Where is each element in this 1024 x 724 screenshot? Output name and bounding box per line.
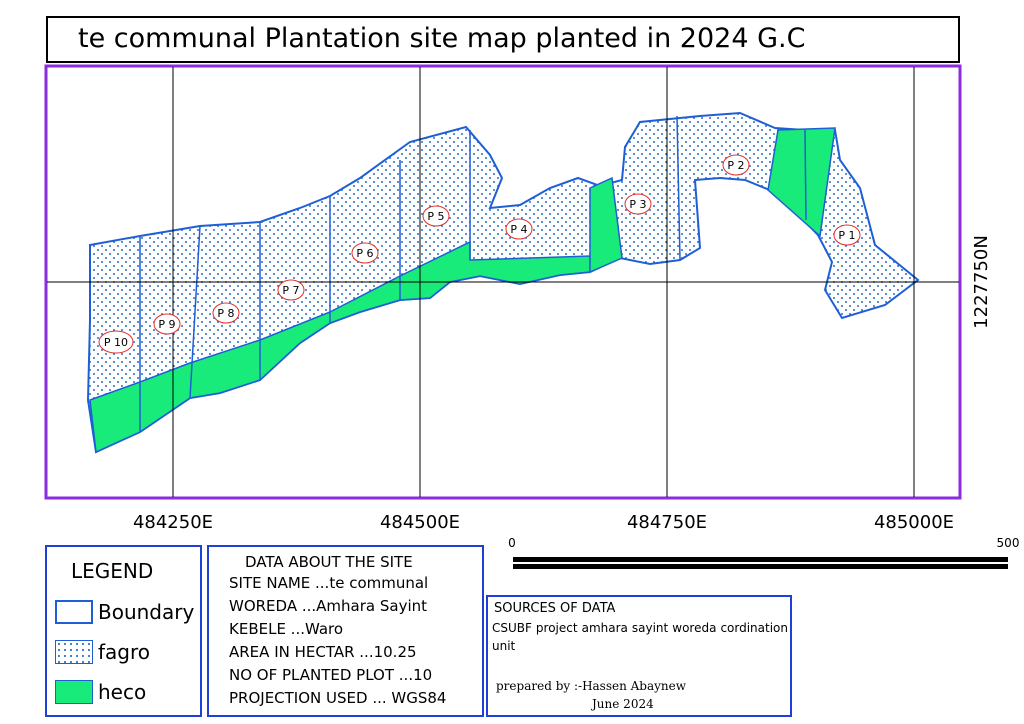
svg-text:P 9: P 9: [158, 318, 175, 331]
legend-panel: LEGEND Boundary fagro heco: [45, 545, 202, 717]
heco-strip-p3: [589, 176, 623, 274]
plot-dividers: [139, 115, 807, 432]
prepared-date: June 2024: [592, 697, 654, 711]
boundary-swatch: [55, 600, 93, 624]
heco-strip-p1p2: [767, 127, 836, 238]
svg-text:P 8: P 8: [217, 307, 234, 320]
svg-text:P 7: P 7: [282, 284, 299, 297]
plot-label-p2: P 2: [722, 154, 750, 176]
x-label-484500: 484500E: [380, 512, 460, 533]
site-info-line: AREA IN HECTAR ...10.25: [229, 643, 417, 661]
map-title-box: te communal Plantation site map planted …: [46, 16, 960, 63]
plot-label-p8: P 8: [212, 302, 240, 324]
plot-label-p3: P 3: [624, 193, 652, 215]
site-info-title: DATA ABOUT THE SITE: [245, 553, 413, 571]
plot-label-p7: P 7: [277, 279, 305, 301]
scale-bar: 0 500: [508, 536, 1019, 569]
legend-label-fagro: fagro: [98, 640, 151, 664]
site-info-line: WOREDA ...Amhara Sayint: [229, 597, 428, 615]
legend-label-heco: heco: [98, 680, 147, 704]
plot-label-p1: P 1: [833, 224, 861, 246]
plot-label-p9: P 9: [153, 313, 181, 335]
site-info-line: PROJECTION USED ... WGS84: [229, 689, 447, 707]
x-label-485000: 485000E: [874, 512, 954, 533]
sources-panel: SOURCES OF DATA CSUBF project amhara say…: [486, 595, 792, 717]
x-label-484750: 484750E: [627, 512, 707, 533]
site-info-line: NO OF PLANTED PLOT ...10: [229, 666, 433, 684]
plot-label-p5: P 5: [422, 205, 450, 227]
legend-title: LEGEND: [71, 559, 154, 583]
site-info-panel: DATA ABOUT THE SITE SITE NAME ...te comm…: [207, 545, 484, 717]
plot-label-p4: P 4: [505, 218, 533, 240]
y-label-1227750: 1227750N: [971, 235, 992, 329]
scale-start-label: 0: [508, 536, 516, 550]
scale-end-label: 500: [997, 536, 1020, 550]
svg-text:P 2: P 2: [727, 159, 744, 172]
graticule: [47, 67, 959, 497]
svg-text:P 10: P 10: [104, 336, 128, 349]
plot-label-p10: P 10: [98, 330, 134, 354]
fagro-swatch: [55, 640, 93, 664]
site-info-line: KEBELE ...Waro: [229, 620, 344, 638]
svg-text:P 6: P 6: [356, 247, 373, 260]
heco-swatch: [55, 680, 93, 704]
site-info-line: SITE NAME ...te communal: [229, 574, 429, 592]
plot-label-p6: P 6: [351, 242, 379, 264]
sources-text: CSUBF project amhara sayint woreda cordi…: [492, 621, 788, 653]
sources-title: SOURCES OF DATA: [494, 601, 616, 616]
svg-text:P 5: P 5: [427, 210, 444, 223]
legend-label-boundary: Boundary: [98, 600, 195, 624]
svg-text:P 3: P 3: [629, 198, 646, 211]
svg-text:P 4: P 4: [510, 223, 527, 236]
map-title: te communal Plantation site map planted …: [78, 23, 806, 54]
svg-text:P 1: P 1: [838, 229, 855, 242]
prepared-by: prepared by :-Hassen Abaynew: [496, 679, 687, 693]
plot-labels: P 1 P 2 P 3 P 4 P 5 P 6 P 7 P 8 P 9 P 10: [98, 154, 861, 354]
x-label-484250: 484250E: [133, 512, 213, 533]
